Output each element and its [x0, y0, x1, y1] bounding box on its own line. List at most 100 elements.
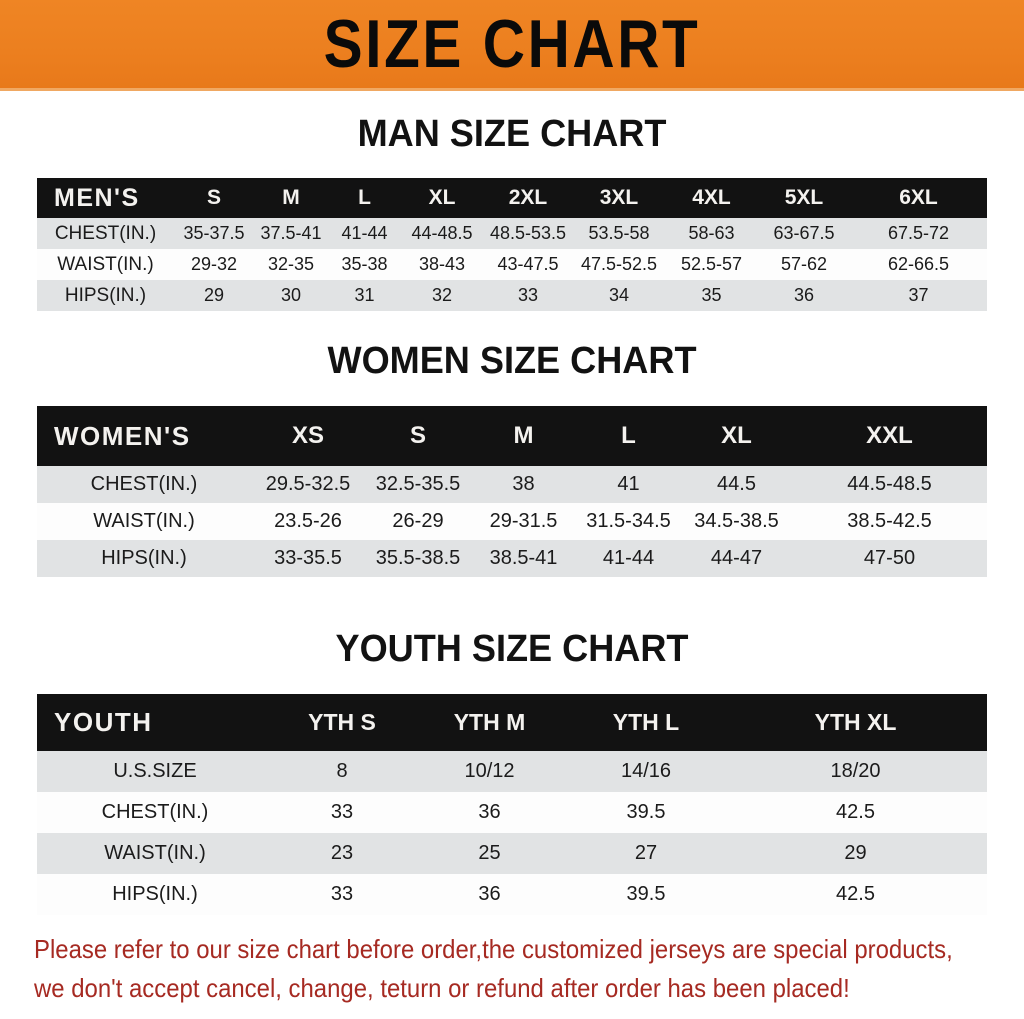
youth-cell-3-3: 42.5: [836, 883, 875, 905]
women-cell-0-4: 44.5: [717, 473, 756, 495]
men-cell-0-5: 53.5-58: [588, 223, 650, 243]
men-cell-2-2: 31: [354, 285, 375, 305]
youth-row-label-3: HIPS(IN.): [112, 883, 198, 905]
men-cell-1-5: 47.5-52.5: [580, 254, 658, 274]
women-col-header-3: L: [621, 422, 636, 449]
women-col-header-5: XXL: [866, 422, 913, 449]
youth-cell-1-3: 42.5: [836, 801, 875, 823]
men-row-label-2: HIPS(IN.): [64, 284, 147, 306]
men-cell-0-6: 58-63: [688, 223, 735, 243]
women-size-table: WOMEN'S XS S M L XL XXL CHEST(IN.) 29.5-…: [37, 406, 987, 577]
men-cell-1-8: 62-66.5: [887, 254, 950, 274]
men-cell-1-2: 35-38: [341, 254, 388, 274]
men-col-header-8: 6XL: [899, 186, 938, 209]
table-row: CHEST(IN.) 35-37.5 37.5-41 41-44 44-48.5…: [37, 218, 987, 249]
table-row: CHEST(IN.) 33 36 39.5 42.5: [37, 792, 987, 833]
women-section-title: WOMEN SIZE CHART: [327, 340, 697, 382]
youth-table-header-row: YOUTH YTH S YTH M YTH L YTH XL: [37, 694, 987, 751]
youth-cell-0-3: 18/20: [830, 760, 881, 782]
women-cell-1-0: 23.5-26: [274, 510, 342, 532]
men-cell-0-7: 63-67.5: [773, 223, 835, 243]
women-col-header-2: M: [513, 422, 534, 449]
men-col-header-2: L: [358, 186, 371, 209]
men-cell-2-7: 36: [793, 285, 815, 305]
women-cell-1-3: 31.5-34.5: [586, 510, 671, 532]
men-cell-0-1: 37.5-41: [260, 223, 322, 243]
women-cell-0-1: 32.5-35.5: [375, 473, 461, 495]
men-cell-2-0: 29: [203, 285, 225, 305]
youth-corner-label: YOUTH: [54, 707, 153, 737]
men-cell-1-0: 29-32: [190, 254, 238, 274]
men-col-header-5: 3XL: [599, 186, 639, 209]
men-cell-2-8: 37: [908, 285, 929, 305]
table-row: WAIST(IN.) 29-32 32-35 35-38 38-43 43-47…: [37, 249, 987, 280]
women-cell-1-5: 38.5-42.5: [847, 510, 932, 532]
women-table-header-row: WOMEN'S XS S M L XL XXL: [37, 406, 987, 466]
women-cell-2-4: 44-47: [710, 547, 763, 569]
women-col-header-4: XL: [721, 422, 752, 449]
disclaimer-line-1: Please refer to our size chart before or…: [34, 934, 953, 964]
women-col-header-0: XS: [291, 422, 324, 449]
men-cell-0-8: 67.5-72: [887, 223, 950, 243]
youth-cell-1-1: 36: [478, 801, 501, 823]
men-cell-1-6: 52.5-57: [680, 254, 743, 274]
women-row-label-1: WAIST(IN.): [93, 510, 195, 532]
table-row: U.S.SIZE 8 10/12 14/16 18/20: [37, 751, 987, 792]
youth-col-header-0: YTH S: [308, 709, 376, 735]
women-cell-1-1: 26-29: [392, 510, 444, 532]
table-row: WAIST(IN.) 23 25 27 29: [37, 833, 987, 874]
youth-cell-2-0: 23: [330, 842, 354, 864]
youth-cell-3-2: 39.5: [626, 883, 666, 905]
table-row: HIPS(IN.) 33-35.5 35.5-38.5 38.5-41 41-4…: [37, 540, 987, 577]
men-row-label-0: CHEST(IN.): [54, 222, 157, 244]
table-row: CHEST(IN.) 29.5-32.5 32.5-35.5 38 41 44.…: [37, 466, 987, 503]
women-cell-2-1: 35.5-38.5: [375, 547, 461, 569]
youth-cell-1-2: 39.5: [626, 801, 666, 823]
disclaimer-line-2: we don't accept cancel, change, teturn o…: [34, 973, 850, 1003]
youth-cell-2-3: 29: [844, 842, 867, 864]
header-banner-underline: [0, 88, 1024, 91]
table-row: HIPS(IN.) 29 30 31 32 33 34 35 36 37: [37, 280, 987, 311]
youth-row-label-2: WAIST(IN.): [104, 842, 206, 864]
youth-section-title: YOUTH SIZE CHART: [335, 628, 689, 670]
youth-row-label-0: U.S.SIZE: [113, 760, 197, 782]
women-corner-label: WOMEN'S: [54, 420, 191, 451]
men-col-header-6: 4XL: [692, 186, 731, 209]
youth-cell-3-1: 36: [478, 883, 501, 905]
youth-col-header-2: YTH L: [612, 709, 680, 735]
men-table-header-row: MEN'S S M L XL 2XL 3XL 4XL 5XL 6XL: [37, 178, 987, 218]
youth-col-header-3: YTH XL: [814, 709, 897, 735]
women-cell-2-3: 41-44: [602, 547, 655, 569]
women-row-label-2: HIPS(IN.): [101, 547, 187, 569]
youth-cell-1-0: 33: [330, 801, 354, 823]
youth-cell-3-0: 33: [330, 883, 354, 905]
men-cell-0-3: 44-48.5: [411, 223, 473, 243]
youth-cell-2-1: 25: [478, 842, 501, 864]
men-cell-1-7: 57-62: [780, 254, 828, 274]
women-col-header-1: S: [409, 422, 426, 449]
men-cell-1-4: 43-47.5: [497, 254, 559, 274]
women-cell-2-2: 38.5-41: [489, 547, 558, 569]
men-cell-2-3: 32: [431, 285, 453, 305]
men-cell-2-6: 35: [701, 285, 722, 305]
men-corner-label: MEN'S: [54, 183, 140, 212]
youth-col-header-1: YTH M: [453, 709, 526, 735]
women-cell-1-4: 34.5-38.5: [694, 510, 779, 532]
youth-cell-0-1: 10/12: [464, 760, 515, 782]
women-cell-0-0: 29.5-32.5: [265, 473, 351, 495]
men-row-label-1: WAIST(IN.): [57, 253, 154, 275]
women-cell-2-5: 47-50: [863, 547, 916, 569]
men-cell-2-4: 33: [517, 285, 539, 305]
disclaimer-text: Please refer to our size chart before or…: [34, 930, 953, 1008]
women-cell-1-2: 29-31.5: [489, 510, 558, 532]
youth-cell-0-0: 8: [336, 760, 348, 782]
men-section-title: MAN SIZE CHART: [357, 113, 667, 155]
youth-cell-2-2: 27: [634, 842, 658, 864]
youth-row-label-1: CHEST(IN.): [101, 801, 209, 823]
men-col-header-4: 2XL: [508, 186, 548, 209]
men-cell-1-1: 32-35: [267, 254, 315, 274]
table-row: WAIST(IN.) 23.5-26 26-29 29-31.5 31.5-34…: [37, 503, 987, 540]
men-size-table: MEN'S S M L XL 2XL 3XL 4XL 5XL 6XL CHEST…: [37, 178, 987, 311]
men-cell-0-2: 41-44: [341, 223, 388, 243]
